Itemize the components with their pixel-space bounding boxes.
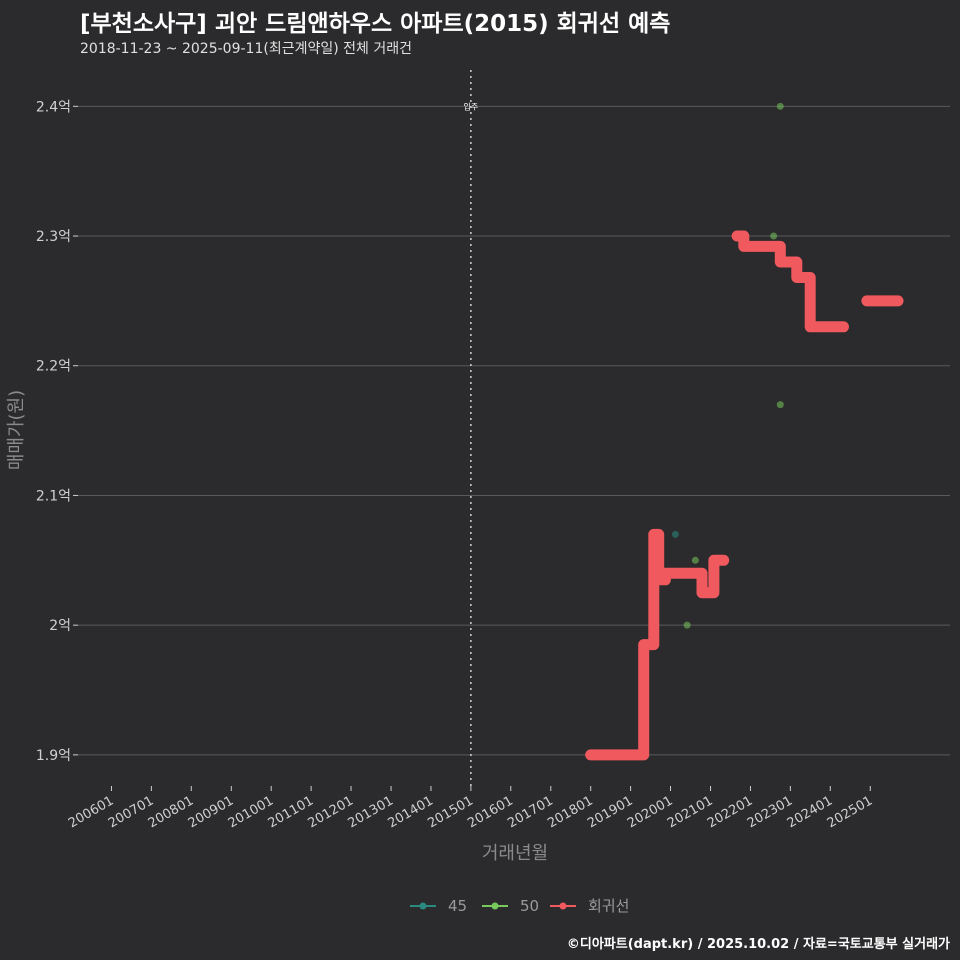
x-tick-label: 202501 — [825, 793, 875, 831]
x-tick-label: 201801 — [545, 793, 595, 831]
y-tick-label: 1.9억 — [36, 748, 71, 764]
y-tick-label: 2.4억 — [36, 99, 71, 115]
x-axis-title: 거래년월 — [482, 843, 548, 864]
y-tick-label: 2억 — [49, 618, 71, 634]
y-axis-title: 매매가(원) — [6, 390, 27, 470]
x-tick-label: 201601 — [465, 793, 515, 831]
x-tick-label: 202001 — [625, 793, 675, 831]
legend-label: 45 — [448, 897, 467, 915]
move-in-label: 입주 — [463, 102, 478, 111]
legend: 45 50 회귀선 — [410, 897, 629, 915]
x-tick-label: 202101 — [665, 793, 715, 831]
point-50 — [770, 232, 778, 240]
point-45 — [671, 530, 679, 538]
x-tick-label: 200801 — [146, 793, 196, 831]
x-tick-label: 201501 — [425, 793, 475, 831]
x-tick-label: 202401 — [785, 793, 835, 831]
x-axis-ticks: 2006012007012008012009012010012011012012… — [66, 786, 875, 831]
y-tick-label: 2.3억 — [36, 229, 71, 245]
regression-lines — [585, 230, 904, 761]
move-in-line: 입주 — [463, 70, 478, 786]
x-tick-label: 202301 — [745, 793, 795, 831]
x-tick-label: 200901 — [186, 793, 236, 831]
grid-lines — [78, 105, 950, 756]
data-points — [671, 102, 784, 629]
x-tick-label: 202201 — [705, 793, 755, 831]
y-tick-label: 2.2억 — [36, 359, 71, 375]
regression-segment — [585, 528, 730, 761]
x-tick-label: 200701 — [106, 793, 156, 831]
point-50 — [691, 556, 699, 564]
regression-segment — [731, 230, 849, 333]
legend-label: 50 — [520, 897, 539, 915]
x-tick-label: 201701 — [505, 793, 555, 831]
legend-label: 회귀선 — [588, 897, 629, 915]
x-tick-label: 201201 — [306, 793, 356, 831]
point-50 — [776, 401, 784, 409]
point-50 — [683, 621, 691, 629]
x-tick-label: 201401 — [385, 793, 435, 831]
x-tick-label: 201001 — [226, 793, 276, 831]
x-tick-label: 201301 — [346, 793, 396, 831]
x-tick-label: 200601 — [66, 793, 116, 831]
x-tick-label: 201901 — [585, 793, 635, 831]
legend-key-dot — [559, 902, 567, 910]
legend-key-dot — [419, 902, 427, 910]
y-axis-ticks: 1.9억 2억 2.1억 2.2억 2.3억 2.4억 — [36, 99, 78, 764]
source-caption: ©디아파트(dapt.kr) / 2025.10.02 / 자료=국토교통부 실… — [566, 937, 950, 952]
chart-title: [부천소사구] 괴안 드림앤하우스 아파트(2015) 회귀선 예측 — [80, 11, 671, 37]
chart-subtitle: 2018-11-23 ~ 2025-09-11(최근계약일) 전체 거래건 — [80, 41, 412, 57]
legend-key-dot — [491, 902, 499, 910]
point-50 — [776, 102, 784, 110]
x-tick-label: 201101 — [266, 793, 316, 831]
y-tick-label: 2.1억 — [36, 488, 71, 504]
